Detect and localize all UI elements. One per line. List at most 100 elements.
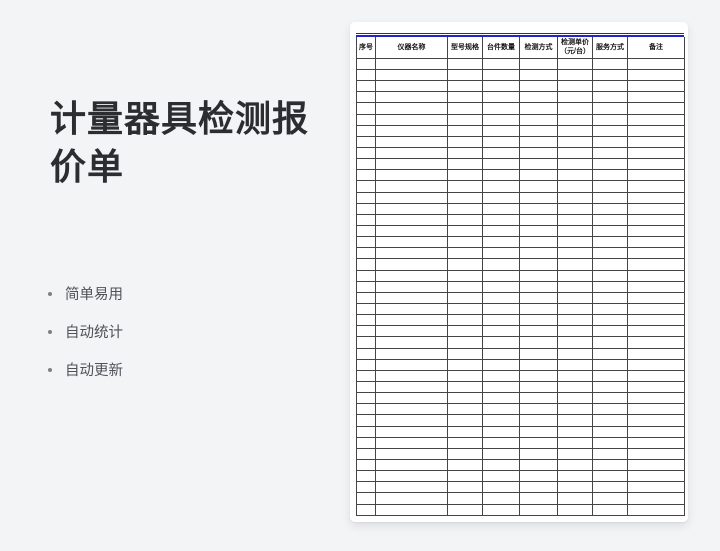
cell-remarks bbox=[627, 236, 685, 249]
cell-remarks bbox=[627, 69, 685, 82]
cell-unit-quantity bbox=[482, 169, 520, 182]
quotation-table: 序号 仪器名称 型号规格 台件数量 检测方式 检测单价（元/台） 服务方式 备注 bbox=[356, 37, 685, 516]
cell-instrument-name bbox=[375, 180, 448, 193]
cell-testing-unit-price bbox=[557, 403, 593, 416]
cell-unit-quantity bbox=[482, 102, 520, 115]
cell-unit-quantity bbox=[482, 503, 520, 516]
cell-instrument-name bbox=[375, 470, 448, 483]
document-preview-card[interactable]: 序号 仪器名称 型号规格 台件数量 检测方式 检测单价（元/台） 服务方式 备注 bbox=[350, 22, 688, 522]
table-row bbox=[356, 236, 685, 249]
cell-instrument-name bbox=[375, 91, 448, 104]
cell-remarks bbox=[627, 191, 685, 204]
cell-unit-quantity bbox=[482, 191, 520, 204]
cell-testing-method bbox=[519, 358, 558, 371]
cell-model-spec bbox=[447, 202, 483, 215]
cell-serial-number bbox=[356, 458, 376, 472]
table-row bbox=[356, 425, 685, 438]
cell-testing-unit-price bbox=[557, 436, 593, 449]
cell-unit-quantity bbox=[482, 481, 520, 494]
cell-serial-number bbox=[356, 347, 376, 360]
cell-serial-number bbox=[356, 447, 376, 460]
cell-testing-unit-price bbox=[557, 314, 593, 327]
cell-instrument-name bbox=[375, 392, 448, 405]
cell-testing-method bbox=[519, 124, 558, 137]
cell-model-spec bbox=[447, 180, 483, 193]
cell-unit-quantity bbox=[482, 302, 520, 316]
cell-testing-method bbox=[519, 481, 558, 494]
cell-model-spec bbox=[447, 347, 483, 360]
cell-model-spec bbox=[447, 258, 483, 271]
table-row bbox=[356, 113, 685, 126]
cell-testing-method bbox=[519, 258, 558, 271]
column-header-instrument-name: 仪器名称 bbox=[375, 37, 448, 59]
cell-model-spec bbox=[447, 302, 483, 316]
cell-remarks bbox=[627, 425, 685, 438]
cell-unit-quantity bbox=[482, 213, 520, 226]
cell-testing-unit-price bbox=[557, 447, 593, 460]
cell-serial-number bbox=[356, 403, 376, 416]
table-row bbox=[356, 213, 685, 226]
table-row bbox=[356, 146, 685, 160]
cell-testing-method bbox=[519, 169, 558, 182]
cell-remarks bbox=[627, 436, 685, 449]
cell-model-spec bbox=[447, 224, 483, 238]
cell-model-spec bbox=[447, 358, 483, 371]
cell-unit-quantity bbox=[482, 291, 520, 304]
cell-testing-unit-price bbox=[557, 146, 593, 160]
cell-serial-number bbox=[356, 57, 376, 71]
cell-instrument-name bbox=[375, 403, 448, 416]
cell-remarks bbox=[627, 146, 685, 160]
cell-testing-unit-price bbox=[557, 258, 593, 271]
cell-testing-unit-price bbox=[557, 124, 593, 137]
cell-service-method bbox=[592, 470, 628, 483]
cell-service-method bbox=[592, 202, 628, 215]
cell-testing-unit-price bbox=[557, 224, 593, 238]
cell-model-spec bbox=[447, 392, 483, 405]
cell-instrument-name bbox=[375, 380, 448, 394]
table-row bbox=[356, 447, 685, 460]
feature-item: 自动更新 bbox=[48, 362, 123, 379]
cell-remarks bbox=[627, 158, 685, 171]
cell-unit-quantity bbox=[482, 247, 520, 260]
cell-remarks bbox=[627, 403, 685, 416]
cell-instrument-name bbox=[375, 269, 448, 282]
table-row bbox=[356, 280, 685, 293]
cell-model-spec bbox=[447, 414, 483, 427]
cell-testing-unit-price bbox=[557, 414, 593, 427]
bullet-icon bbox=[48, 367, 52, 372]
cell-remarks bbox=[627, 392, 685, 405]
table-row bbox=[356, 492, 685, 505]
cell-remarks bbox=[627, 503, 685, 516]
cell-testing-unit-price bbox=[557, 269, 593, 282]
cell-testing-unit-price bbox=[557, 347, 593, 360]
cell-testing-method bbox=[519, 57, 558, 71]
cell-service-method bbox=[592, 102, 628, 115]
cell-service-method bbox=[592, 392, 628, 405]
cell-service-method bbox=[592, 358, 628, 371]
table-row bbox=[356, 302, 685, 316]
sheet-top-accent bbox=[356, 33, 684, 37]
cell-testing-method bbox=[519, 470, 558, 483]
cell-unit-quantity bbox=[482, 314, 520, 327]
cell-instrument-name bbox=[375, 247, 448, 260]
cell-testing-unit-price bbox=[557, 325, 593, 338]
table-row bbox=[356, 436, 685, 449]
cell-testing-unit-price bbox=[557, 191, 593, 204]
cell-testing-method bbox=[519, 392, 558, 405]
cell-model-spec bbox=[447, 492, 483, 505]
column-header-testing-method: 检测方式 bbox=[519, 37, 558, 59]
cell-unit-quantity bbox=[482, 180, 520, 193]
cell-instrument-name bbox=[375, 124, 448, 137]
cell-testing-unit-price bbox=[557, 113, 593, 126]
cell-remarks bbox=[627, 470, 685, 483]
cell-unit-quantity bbox=[482, 258, 520, 271]
cell-remarks bbox=[627, 57, 685, 71]
cell-remarks bbox=[627, 414, 685, 427]
cell-testing-unit-price bbox=[557, 102, 593, 115]
table-row bbox=[356, 358, 685, 371]
cell-service-method bbox=[592, 57, 628, 71]
table-row bbox=[356, 325, 685, 338]
cell-instrument-name bbox=[375, 258, 448, 271]
cell-model-spec bbox=[447, 280, 483, 293]
cell-unit-quantity bbox=[482, 69, 520, 82]
